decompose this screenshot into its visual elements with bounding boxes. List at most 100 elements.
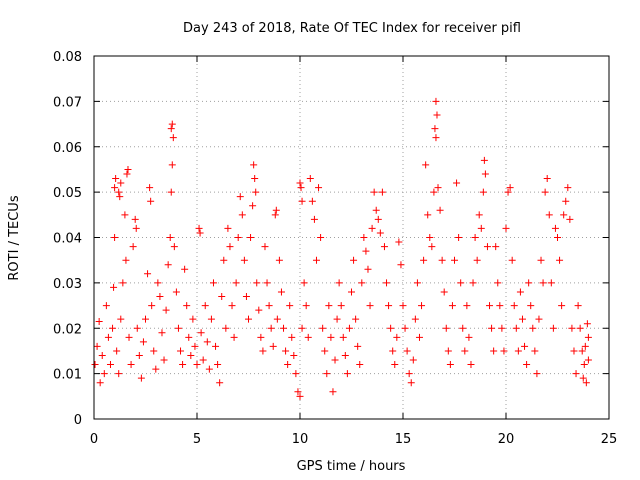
data-point [142, 315, 149, 323]
data-point [167, 188, 175, 196]
data-point [115, 370, 123, 378]
data-point [277, 288, 285, 296]
data-point [518, 315, 526, 323]
data-point [391, 361, 399, 369]
data-point [102, 302, 110, 310]
data-point [424, 211, 432, 219]
data-point [174, 324, 182, 332]
data-point [376, 229, 384, 237]
data-point [551, 224, 559, 232]
data-point [467, 361, 475, 369]
data-point [298, 324, 306, 332]
data-point [354, 342, 362, 350]
data-point [436, 206, 444, 214]
data-point [512, 324, 520, 332]
data-point [259, 347, 267, 355]
data-point [168, 120, 176, 128]
data-point [205, 365, 213, 373]
data-point [282, 347, 290, 355]
data-point [428, 243, 436, 251]
data-point [172, 288, 180, 296]
data-point [352, 315, 360, 323]
data-point [480, 156, 488, 164]
data-point [119, 279, 127, 287]
data-point [329, 388, 337, 396]
data-point [387, 324, 395, 332]
data-point [335, 279, 343, 287]
data-point [350, 256, 358, 264]
data-point [527, 302, 535, 310]
data-point [122, 256, 130, 264]
data-point [432, 134, 440, 142]
data-point [333, 315, 341, 323]
data-point [411, 315, 419, 323]
data-point [448, 302, 456, 310]
data-point [383, 279, 391, 287]
data-point [201, 302, 209, 310]
data-point [131, 215, 139, 223]
data-point [492, 243, 500, 251]
data-point [343, 370, 351, 378]
data-point [162, 306, 170, 314]
y-tick-label: 0.02 [53, 322, 82, 337]
data-point [403, 347, 411, 355]
data-point [345, 324, 353, 332]
data-point [521, 342, 529, 350]
data-point [203, 338, 211, 346]
data-point [115, 188, 123, 196]
data-point [566, 215, 574, 223]
data-point [583, 320, 591, 328]
data-point [129, 243, 137, 251]
data-point [144, 270, 152, 278]
data-point [230, 333, 238, 341]
data-point [418, 302, 426, 310]
data-point [177, 347, 185, 355]
data-point [494, 279, 502, 287]
data-point [459, 324, 467, 332]
data-point [362, 247, 370, 255]
data-point [112, 175, 120, 183]
data-point [463, 302, 471, 310]
data-point [218, 292, 226, 300]
data-point [514, 347, 522, 355]
chart-title: Day 243 of 2018, Rate Of TEC Index for r… [183, 21, 521, 36]
data-point [240, 256, 248, 264]
data-point [453, 179, 461, 187]
data-point [539, 279, 547, 287]
data-point [364, 265, 372, 273]
data-point [395, 238, 403, 246]
data-point [125, 333, 133, 341]
data-point [584, 356, 592, 364]
data-point [564, 184, 572, 192]
data-point [479, 188, 487, 196]
data-point [461, 347, 469, 355]
x-tick-label: 25 [601, 432, 618, 447]
data-point [271, 211, 279, 219]
data-point [96, 379, 104, 387]
data-point [297, 184, 305, 192]
data-point [498, 324, 506, 332]
data-point [537, 256, 545, 264]
data-point [490, 347, 498, 355]
y-tick-label: 0.06 [53, 141, 82, 156]
data-point [110, 283, 118, 291]
data-point [576, 324, 584, 332]
data-point [422, 161, 430, 169]
data-point [146, 184, 154, 192]
data-point [475, 211, 483, 219]
data-point [275, 256, 283, 264]
data-point [508, 256, 516, 264]
data-point [250, 161, 258, 169]
data-point [446, 361, 454, 369]
data-point [106, 361, 114, 369]
data-point [397, 261, 405, 269]
data-point [321, 347, 329, 355]
x-tick-label: 0 [90, 432, 98, 447]
data-point [117, 179, 125, 187]
data-point [465, 333, 473, 341]
data-point [116, 193, 124, 201]
data-point [531, 347, 539, 355]
data-point [137, 374, 145, 382]
data-point [207, 315, 215, 323]
data-point [156, 292, 164, 300]
